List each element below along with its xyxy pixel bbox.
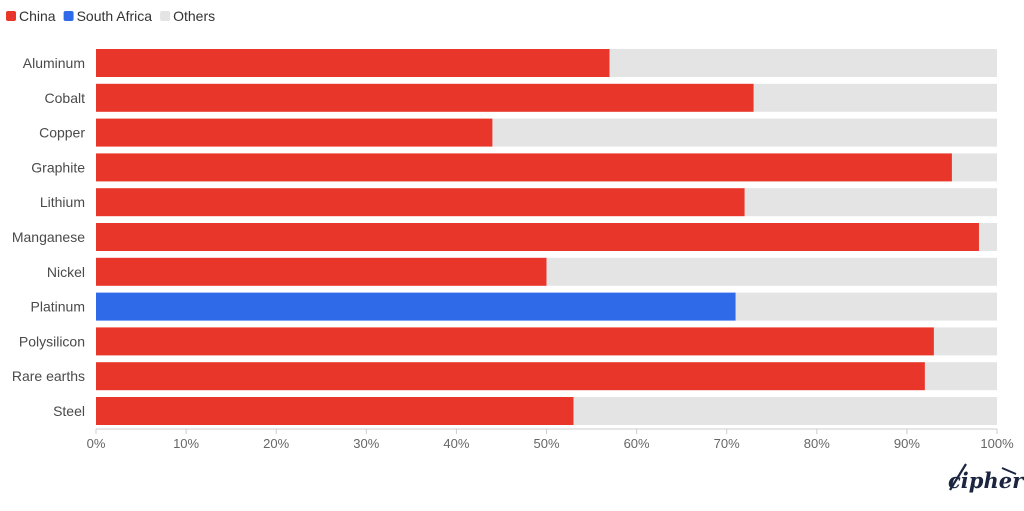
legend-item-others: Others [160,8,215,24]
legend-label-others: Others [173,8,215,24]
category-label-nickel: Nickel [47,264,85,280]
logo-slash-icon [949,463,967,491]
bar-others-graphite [951,153,997,182]
bar-china-polysilicon [96,327,934,356]
bar-row-cobalt [96,83,997,112]
bar-row-platinum [96,292,997,321]
bar-others-lithium [744,188,997,217]
legend: China South Africa Others [6,8,215,24]
bar-china-nickel [96,257,547,286]
x-tick-label-3: 30% [353,436,379,451]
bar-others-copper [492,118,997,147]
legend-swatch-china [6,11,16,21]
bar-row-aluminum [96,49,997,77]
x-tick-label-4: 40% [443,436,469,451]
bar-row-rare-earths [96,362,997,391]
bar-others-rare-earths [924,362,997,391]
bar-china-rare-earths [96,362,925,391]
category-label-graphite: Graphite [31,159,85,175]
category-label-copper: Copper [39,125,85,141]
bar-row-steel [96,397,997,425]
logo-accent-icon [1001,467,1017,475]
bar-china-lithium [96,188,745,217]
x-tick-label-1: 10% [173,436,199,451]
bar-china-manganese [96,223,979,251]
bar-others-nickel [546,257,997,286]
x-tick-label-8: 80% [804,436,830,451]
legend-swatch-south-africa [63,11,74,21]
bar-south-africa-platinum [96,292,736,321]
bar-row-manganese [96,223,997,251]
brand-logo: cipher [948,463,1024,493]
bar-china-copper [96,118,493,147]
x-tick-label-9: 90% [894,436,920,451]
category-label-platinum: Platinum [31,299,85,315]
bar-row-nickel [96,257,997,286]
bar-row-graphite [96,153,997,182]
bar-others-polysilicon [933,327,997,356]
x-tick-label-5: 50% [533,436,559,451]
bars-area [96,49,997,425]
category-axis: Aluminum Cobalt Copper Graphite Lithium Manga… [12,55,86,419]
bar-china-steel [96,397,574,425]
x-tick-label-7: 70% [714,436,740,451]
bar-row-copper [96,118,997,147]
category-label-polysilicon: Polysilicon [19,333,85,349]
bar-others-manganese [978,223,997,251]
x-tick-label-2: 20% [263,436,289,451]
x-tick-label-6: 60% [624,436,650,451]
x-axis: 0% 10% 20% 30% 40% 50% 60% 70% 80% 90% 100% [87,428,1014,451]
bar-others-steel [573,397,997,425]
bar-row-polysilicon [96,327,997,356]
legend-swatch-others [160,11,171,21]
legend-item-china: China [6,8,56,24]
bar-row-lithium [96,188,997,217]
legend-label-south-africa: South Africa [77,8,153,24]
bar-china-graphite [96,153,952,182]
bar-china-cobalt [96,83,754,112]
bar-china-aluminum [96,49,610,77]
x-tick-label-10: 100% [980,436,1014,451]
bar-others-platinum [735,292,997,321]
category-label-manganese: Manganese [12,229,85,245]
category-label-steel: Steel [53,403,85,419]
category-label-aluminum: Aluminum [23,55,85,71]
legend-item-south-africa: South Africa [63,8,153,24]
category-label-cobalt: Cobalt [45,90,86,106]
bar-others-cobalt [753,83,997,112]
legend-label-china: China [19,8,56,24]
category-label-lithium: Lithium [40,194,85,210]
category-label-rare-earths: Rare earths [12,368,85,384]
x-tick-label-0: 0% [87,436,106,451]
bar-others-aluminum [609,49,997,77]
